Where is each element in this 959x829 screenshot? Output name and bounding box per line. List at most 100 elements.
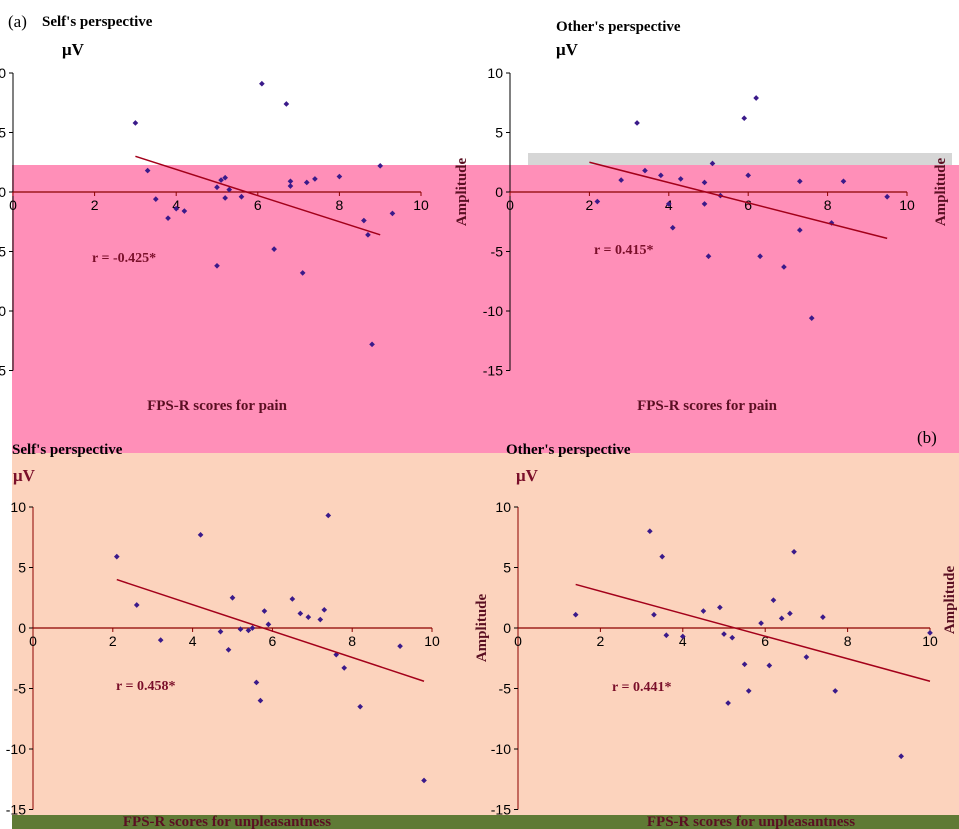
panel-3-data-point xyxy=(397,643,403,649)
panel-2-data-point xyxy=(884,193,890,200)
panel-3-unit: μV xyxy=(13,466,35,485)
panel-4-data-point xyxy=(927,630,933,636)
panel-4-data-point xyxy=(741,661,748,668)
panel-1-data-point xyxy=(365,232,371,238)
panel-4-data-point xyxy=(787,610,793,617)
panel-3-data-point xyxy=(217,628,224,635)
panel-3-trend-line xyxy=(116,578,425,682)
panel-1-data-point xyxy=(361,217,367,224)
panel-3-data-point xyxy=(249,625,256,631)
panel-1-data-point xyxy=(181,208,188,214)
panel-1-data-point xyxy=(214,184,220,191)
panel-2-data-point xyxy=(709,160,716,167)
panel-2-data-point xyxy=(753,95,759,101)
panel-1-correlation-label: r = -0.425* xyxy=(92,251,156,266)
panel-4-data-point xyxy=(659,553,666,560)
panel-4-y-tick-label: 5 xyxy=(503,560,511,576)
panel-1-data-point xyxy=(144,167,151,174)
panel-3-data-point xyxy=(257,697,264,704)
panel-4-data-point xyxy=(572,611,579,618)
panel-3-data-point xyxy=(317,616,324,623)
panel-2-data-point xyxy=(808,315,815,321)
panel-4-data-point xyxy=(898,753,904,760)
panel-2-data-point xyxy=(634,120,640,126)
panel-1-y-tick-label: -15 xyxy=(0,363,6,379)
panel-1-x-tick-label: 10 xyxy=(413,197,429,213)
panel-4-unit: μV xyxy=(516,466,538,485)
panel-2-data-point xyxy=(642,167,648,174)
panel-4-y-tick-label: 0 xyxy=(503,620,511,636)
panel-2-data-point xyxy=(796,227,803,233)
panel-1-data-point xyxy=(165,215,171,222)
panel-2-data-point xyxy=(594,198,601,205)
panel-3-data-point xyxy=(229,594,236,601)
panel-3-data-point xyxy=(113,553,120,560)
panel-4-data-point xyxy=(820,614,826,620)
panel-4-x-tick-label: 10 xyxy=(922,633,938,649)
panel-4-data-point xyxy=(725,700,731,706)
panel-4-data-point xyxy=(791,548,797,555)
top-strip xyxy=(528,153,952,165)
panel-4-x-tick-label: 8 xyxy=(844,633,852,649)
panel-4-data-point xyxy=(700,608,707,614)
panel-2-data-point xyxy=(745,172,752,179)
panel-4-x-axis-title: FPS-R scores for unpleasantness xyxy=(647,814,855,829)
panel-3-data-point xyxy=(237,626,244,633)
panel-1-y-tick-label: 10 xyxy=(0,65,6,81)
panel-4-x-tick-label: 6 xyxy=(761,633,769,649)
panel-1-data-point xyxy=(369,341,375,348)
panel-3-data-point xyxy=(341,665,348,671)
panel-1-data-point xyxy=(218,177,224,183)
panel-3-data-point xyxy=(261,608,268,614)
panel-3-data-point xyxy=(325,512,332,519)
panel-3-data-point xyxy=(265,621,272,628)
panel-1-data-point xyxy=(152,196,159,202)
panel-4-data-point xyxy=(766,662,773,669)
panel-1-data-point xyxy=(173,205,180,212)
panel-4-data-point xyxy=(803,654,810,660)
panel-3-y-tick-label: -15 xyxy=(6,802,26,818)
panel-1-data-point xyxy=(303,179,310,186)
edge-y-axis-title: Amplitude xyxy=(933,157,949,226)
panel-3-data-point xyxy=(133,602,140,608)
panel-1-data-point xyxy=(259,80,265,87)
figure-label-a: (a) xyxy=(8,12,27,31)
panel-1-data-point xyxy=(312,176,318,182)
panel-3-data-point xyxy=(253,679,260,686)
panel-4-data-point xyxy=(770,597,777,603)
bottom-band xyxy=(12,453,959,815)
panel-3-y-tick-label: 10 xyxy=(10,499,26,515)
panel-2-trend-line xyxy=(589,161,888,240)
panel-1-data-point xyxy=(299,270,306,276)
panel-2-y-tick-label: 5 xyxy=(495,125,503,141)
panel-4-x-tick-label: 4 xyxy=(679,633,687,649)
panel-1-data-point xyxy=(132,120,139,126)
panel-4-y-axis-title: Amplitude xyxy=(474,593,490,662)
panel-1-data-point xyxy=(222,174,228,181)
panel-3-y-tick-label: 0 xyxy=(18,620,26,636)
panel-1-data-point xyxy=(214,262,220,269)
panel-2-y-tick-label: -5 xyxy=(491,244,504,260)
panel-4-data-point xyxy=(758,620,764,626)
panel-3-x-tick-label: 10 xyxy=(424,633,440,649)
panel-3-title: Self's perspective xyxy=(12,442,123,458)
panel-1-data-point xyxy=(287,178,294,185)
panel-4-y-tick-label: -5 xyxy=(499,681,512,697)
panel-3-y-tick-label: -10 xyxy=(6,741,26,757)
panel-3-data-point xyxy=(245,627,252,634)
panel-1-x-tick-label: 4 xyxy=(172,197,180,213)
edge-y-axis-title: Amplitude xyxy=(942,565,958,634)
panel-2-y-tick-label: 0 xyxy=(495,184,503,200)
panel-4-data-point xyxy=(717,604,723,611)
panel-2-data-point xyxy=(669,224,676,231)
panel-3-x-axis-title: FPS-R scores for unpleasantness xyxy=(123,814,331,829)
panel-2-data-point xyxy=(781,264,787,270)
panel-2-data-point xyxy=(705,253,712,260)
panel-2-data-point xyxy=(757,253,763,260)
panel-3-x-tick-label: 2 xyxy=(109,633,117,649)
panel-4-data-point xyxy=(778,615,785,622)
panel-4-trend-line xyxy=(575,583,931,682)
panel-2-y-tick-label: -15 xyxy=(483,363,503,379)
panel-4-title: Other's perspective xyxy=(506,442,631,458)
